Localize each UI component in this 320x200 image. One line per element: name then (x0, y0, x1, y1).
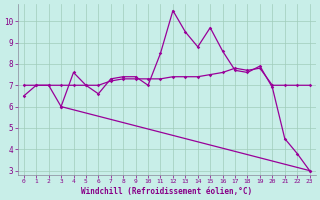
X-axis label: Windchill (Refroidissement éolien,°C): Windchill (Refroidissement éolien,°C) (81, 187, 252, 196)
